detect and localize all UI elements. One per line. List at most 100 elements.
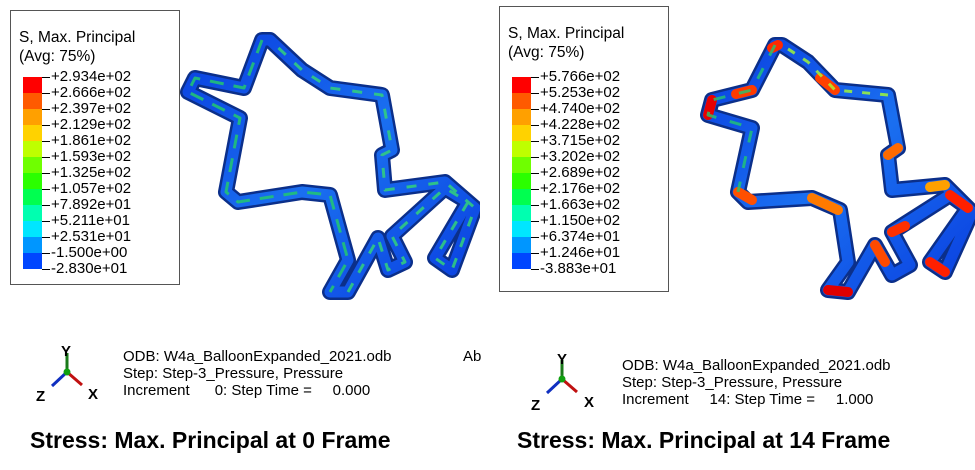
axis-triad — [545, 360, 578, 395]
legend-value: +2.129e+02 — [51, 116, 132, 133]
legend-tick — [42, 205, 50, 206]
stress-legend: S, Max. Principal (Avg: 75%) +5.7 — [499, 6, 669, 292]
odb-step: Step: Step-3_Pressure, Pressure — [622, 374, 843, 391]
legend-swatch — [23, 253, 42, 269]
legend-tick — [42, 269, 50, 270]
legend-value: +1.246e+01 — [540, 244, 621, 261]
legend-swatch — [512, 253, 531, 269]
legend-value: +1.861e+02 — [51, 132, 132, 149]
legend-tick — [42, 173, 50, 174]
legend-value: +3.202e+02 — [540, 148, 621, 165]
legend-value: -2.830e+01 — [51, 260, 128, 277]
legend-swatch — [512, 205, 531, 221]
legend-value: -3.883e+01 — [540, 260, 617, 277]
legend-tick — [42, 237, 50, 238]
axis-z-label: Z — [531, 397, 541, 414]
legend-color-bar — [512, 77, 531, 269]
legend-swatch — [512, 109, 531, 125]
odb-step: Step: Step-3_Pressure, Pressure — [123, 365, 344, 382]
legend-averaging: (Avg: 75%) — [19, 48, 96, 65]
legend-tick — [42, 77, 50, 78]
legend-swatch — [512, 77, 531, 93]
legend-value: +4.228e+02 — [540, 116, 621, 133]
odb-filename: ODB: W4a_BalloonExpanded_2021.odb — [123, 348, 392, 365]
legend-swatch — [512, 237, 531, 253]
legend-swatch — [23, 77, 42, 93]
axis-triad — [50, 353, 83, 388]
legend-value: +1.057e+02 — [51, 180, 132, 197]
legend-swatch — [23, 189, 42, 205]
legend-value: +3.715e+02 — [540, 132, 621, 149]
legend-tick — [531, 221, 539, 222]
legend-value: +2.666e+02 — [51, 84, 132, 101]
legend-swatch — [23, 141, 42, 157]
legend-value: +5.211e+01 — [51, 212, 130, 229]
stent-strut-model — [700, 37, 975, 300]
odb-filename: ODB: W4a_BalloonExpanded_2021.odb — [622, 357, 891, 374]
odb-filename-overflow: Ab — [463, 348, 482, 365]
panel-frame-0: S, Max. Principal (Avg: 75%) +2.9 — [0, 0, 482, 470]
legend-swatch — [512, 93, 531, 109]
legend-tick — [531, 269, 539, 270]
legend-tick — [531, 237, 539, 238]
legend-title: S, Max. Principal — [508, 25, 625, 42]
legend-swatch — [23, 157, 42, 173]
legend-swatch — [23, 173, 42, 189]
axis-z-label: Z — [36, 388, 46, 405]
legend-value: +1.663e+02 — [540, 196, 621, 213]
legend-swatch — [512, 173, 531, 189]
odb-increment: Increment 14: Step Time = 1.000 — [622, 391, 874, 408]
legend-tick — [531, 157, 539, 158]
legend-value: +2.397e+02 — [51, 100, 132, 117]
legend-swatch — [23, 205, 42, 221]
legend-value: +2.689e+02 — [540, 164, 621, 181]
legend-value: +4.740e+02 — [540, 100, 621, 117]
legend-tick — [531, 125, 539, 126]
stent-strut-model — [180, 32, 480, 300]
legend-tick — [42, 157, 50, 158]
legend-title: S, Max. Principal — [19, 29, 136, 46]
legend-tick — [531, 141, 539, 142]
legend-value: +2.934e+02 — [51, 68, 132, 85]
legend-tick — [531, 77, 539, 78]
axis-x-label: X — [88, 386, 99, 403]
legend-swatch — [512, 141, 531, 157]
legend-tick — [42, 253, 50, 254]
axis-y-label: Y — [557, 351, 568, 368]
legend-tick — [42, 109, 50, 110]
legend-swatch — [23, 93, 42, 109]
legend-value: +5.253e+02 — [540, 84, 621, 101]
legend-color-bar — [23, 77, 42, 269]
legend-value: +1.593e+02 — [51, 148, 132, 165]
legend-tick — [531, 109, 539, 110]
legend-swatch — [512, 221, 531, 237]
odb-increment: Increment 0: Step Time = 0.000 — [123, 382, 371, 399]
legend-value: +7.892e+01 — [51, 196, 132, 213]
legend-swatch — [512, 125, 531, 141]
legend-tick — [42, 141, 50, 142]
legend-value: +6.374e+01 — [540, 228, 621, 245]
legend-tick — [42, 189, 50, 190]
legend-tick — [42, 221, 50, 222]
legend-swatch — [512, 157, 531, 173]
axis-x-label: X — [584, 394, 595, 411]
panel-frame-14: S, Max. Principal (Avg: 75%) +5.7 — [490, 0, 975, 470]
legend-value: +5.766e+02 — [540, 68, 621, 85]
legend-tick — [531, 93, 539, 94]
legend-tick — [42, 93, 50, 94]
stress-legend: S, Max. Principal (Avg: 75%) +2.9 — [10, 10, 180, 285]
legend-averaging: (Avg: 75%) — [508, 44, 585, 61]
legend-swatch — [23, 237, 42, 253]
legend-value: +2.531e+01 — [51, 228, 132, 245]
legend-tick — [531, 205, 539, 206]
legend-value: +2.176e+02 — [540, 180, 621, 197]
figure-caption: Stress: Max. Principal at 0 Frame — [30, 427, 391, 453]
legend-value: -1.500e+00 — [51, 244, 128, 261]
legend-swatch — [23, 109, 42, 125]
legend-tick — [42, 125, 50, 126]
legend-swatch — [23, 125, 42, 141]
legend-value: +1.325e+02 — [51, 164, 132, 181]
axis-y-label: Y — [61, 343, 72, 360]
legend-tick — [531, 253, 539, 254]
legend-tick — [531, 173, 539, 174]
